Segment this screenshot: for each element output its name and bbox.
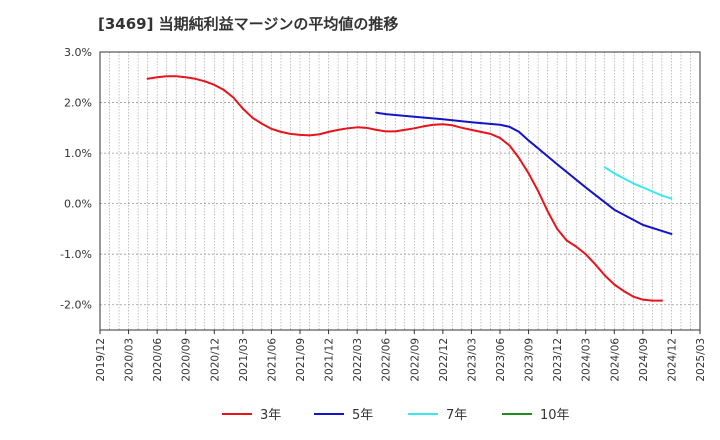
axis-layer: 3.0% 2.0% 1.0% 0.0% -1.0% -2.0% 2019/12 2020/03… [60, 46, 707, 382]
series-line-3年 [146, 75, 663, 302]
legend-label: 7年 [446, 408, 467, 423]
legend-label: 5年 [352, 408, 373, 423]
x-tick-label: 2021/06 [266, 338, 278, 382]
x-tick-label: 2021/09 [295, 338, 307, 382]
x-tick-label: 2024/09 [638, 338, 650, 382]
series-line-5年 [375, 111, 673, 235]
x-tick-label: 2021/12 [324, 338, 336, 382]
grid-layer [100, 51, 700, 330]
chart-title: [3469] 当期純利益マージンの平均値の推移 [98, 15, 399, 33]
x-tick-label: 2024/03 [581, 338, 593, 382]
series-line-7年 [603, 166, 673, 200]
x-tick-label: 2024/12 [666, 338, 678, 382]
x-tick-label: 2023/09 [524, 338, 536, 382]
y-tick-label: -2.0% [60, 299, 92, 312]
x-tick-label: 2023/12 [552, 338, 564, 382]
x-tick-label: 2020/09 [181, 338, 193, 382]
series-layer [146, 75, 673, 302]
y-tick-label: 3.0% [64, 46, 92, 59]
plot-frame [99, 51, 701, 331]
x-tick-label: 2020/06 [152, 338, 164, 382]
legend: 3年 5年 7年 10年 [222, 408, 570, 423]
y-tick-label: 1.0% [64, 147, 92, 160]
y-tick-label: 0.0% [64, 198, 92, 211]
x-tick-label: 2022/12 [438, 338, 450, 382]
y-tick-label: 2.0% [64, 97, 92, 110]
x-tick-label: 2020/12 [209, 338, 221, 382]
x-tick-label: 2022/06 [381, 338, 393, 382]
x-tick-label: 2023/03 [466, 338, 478, 382]
x-tick-label: 2020/03 [124, 338, 136, 382]
legend-label: 10年 [540, 408, 570, 423]
x-tick-label: 2022/09 [409, 338, 421, 382]
x-tick-label: 2022/03 [352, 338, 364, 382]
x-tick-label: 2021/03 [238, 338, 250, 382]
x-tick-label: 2019/12 [95, 338, 107, 382]
legend-label: 3年 [260, 408, 281, 423]
x-tick-label: 2023/06 [495, 338, 507, 382]
y-tick-label: -1.0% [60, 248, 92, 261]
x-tick-label: 2025/03 [695, 338, 707, 382]
x-tick-label: 2024/06 [609, 338, 621, 382]
